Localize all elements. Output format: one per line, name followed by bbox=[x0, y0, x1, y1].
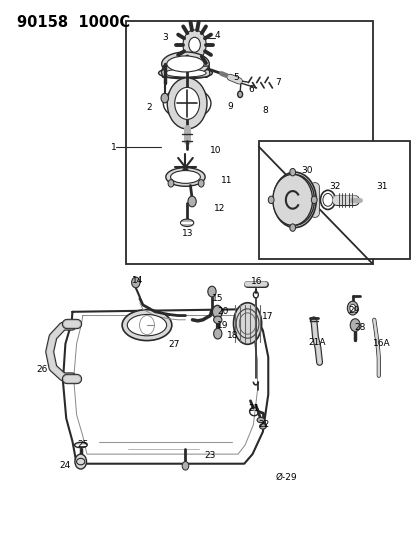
Text: 27: 27 bbox=[168, 341, 179, 349]
Text: 13: 13 bbox=[181, 229, 193, 238]
Circle shape bbox=[207, 286, 216, 297]
Ellipse shape bbox=[74, 442, 87, 448]
Text: 30: 30 bbox=[301, 166, 312, 174]
Text: 26: 26 bbox=[36, 366, 48, 374]
Circle shape bbox=[75, 454, 86, 469]
Bar bbox=[258, 141, 409, 259]
Text: 5: 5 bbox=[233, 74, 238, 82]
Text: 32: 32 bbox=[329, 182, 340, 190]
Text: 21A: 21A bbox=[308, 338, 325, 346]
Text: 16A: 16A bbox=[372, 339, 389, 348]
Circle shape bbox=[289, 168, 295, 176]
Circle shape bbox=[212, 305, 222, 318]
Text: 20: 20 bbox=[216, 307, 228, 316]
Ellipse shape bbox=[166, 56, 204, 72]
Bar bbox=[126, 21, 372, 264]
Ellipse shape bbox=[127, 314, 166, 336]
Ellipse shape bbox=[256, 417, 264, 423]
Circle shape bbox=[272, 174, 312, 225]
Text: 1: 1 bbox=[111, 143, 116, 151]
Ellipse shape bbox=[233, 303, 261, 344]
Circle shape bbox=[349, 304, 355, 312]
Text: 6: 6 bbox=[248, 85, 254, 94]
Ellipse shape bbox=[122, 310, 171, 341]
Circle shape bbox=[168, 180, 173, 187]
Text: 2: 2 bbox=[146, 103, 152, 112]
Text: 12: 12 bbox=[214, 205, 225, 213]
Ellipse shape bbox=[213, 316, 221, 324]
Text: 29: 29 bbox=[347, 306, 359, 314]
Ellipse shape bbox=[161, 52, 209, 76]
Text: 14: 14 bbox=[131, 277, 143, 285]
Text: 3: 3 bbox=[162, 33, 168, 42]
Text: 19: 19 bbox=[216, 321, 228, 329]
Circle shape bbox=[273, 172, 316, 228]
Ellipse shape bbox=[170, 171, 200, 183]
Text: 90158  1000C: 90158 1000C bbox=[17, 15, 129, 30]
Text: 15: 15 bbox=[212, 294, 223, 303]
Text: 10: 10 bbox=[209, 146, 221, 155]
Circle shape bbox=[237, 91, 242, 98]
Text: 31: 31 bbox=[375, 182, 387, 191]
Circle shape bbox=[213, 328, 221, 339]
Circle shape bbox=[182, 462, 188, 470]
Ellipse shape bbox=[158, 67, 212, 79]
Text: 21: 21 bbox=[247, 405, 259, 413]
Ellipse shape bbox=[259, 424, 266, 429]
Ellipse shape bbox=[180, 219, 193, 227]
Ellipse shape bbox=[164, 69, 206, 77]
Text: 7: 7 bbox=[275, 78, 280, 87]
Circle shape bbox=[183, 30, 206, 60]
Text: 23: 23 bbox=[204, 451, 216, 459]
Text: 28: 28 bbox=[354, 323, 365, 332]
Text: 8: 8 bbox=[262, 106, 268, 115]
Circle shape bbox=[188, 196, 196, 207]
Ellipse shape bbox=[165, 167, 205, 187]
Circle shape bbox=[174, 87, 199, 119]
Circle shape bbox=[311, 196, 316, 204]
Circle shape bbox=[347, 301, 357, 315]
Text: 16: 16 bbox=[250, 277, 262, 286]
Text: 4: 4 bbox=[214, 31, 220, 40]
Circle shape bbox=[198, 180, 204, 187]
Text: 11: 11 bbox=[221, 176, 232, 184]
Circle shape bbox=[161, 93, 168, 103]
Text: 17: 17 bbox=[261, 312, 273, 321]
Text: 24: 24 bbox=[59, 461, 71, 470]
Circle shape bbox=[289, 224, 295, 231]
Circle shape bbox=[167, 78, 206, 129]
Circle shape bbox=[268, 196, 273, 204]
Text: 9: 9 bbox=[226, 102, 232, 111]
Circle shape bbox=[131, 277, 140, 288]
Text: Ø-29: Ø-29 bbox=[275, 473, 297, 481]
Text: 25: 25 bbox=[77, 440, 88, 449]
Circle shape bbox=[188, 37, 200, 52]
Text: 18: 18 bbox=[226, 332, 238, 340]
Text: 22: 22 bbox=[257, 420, 269, 429]
Circle shape bbox=[349, 319, 359, 332]
